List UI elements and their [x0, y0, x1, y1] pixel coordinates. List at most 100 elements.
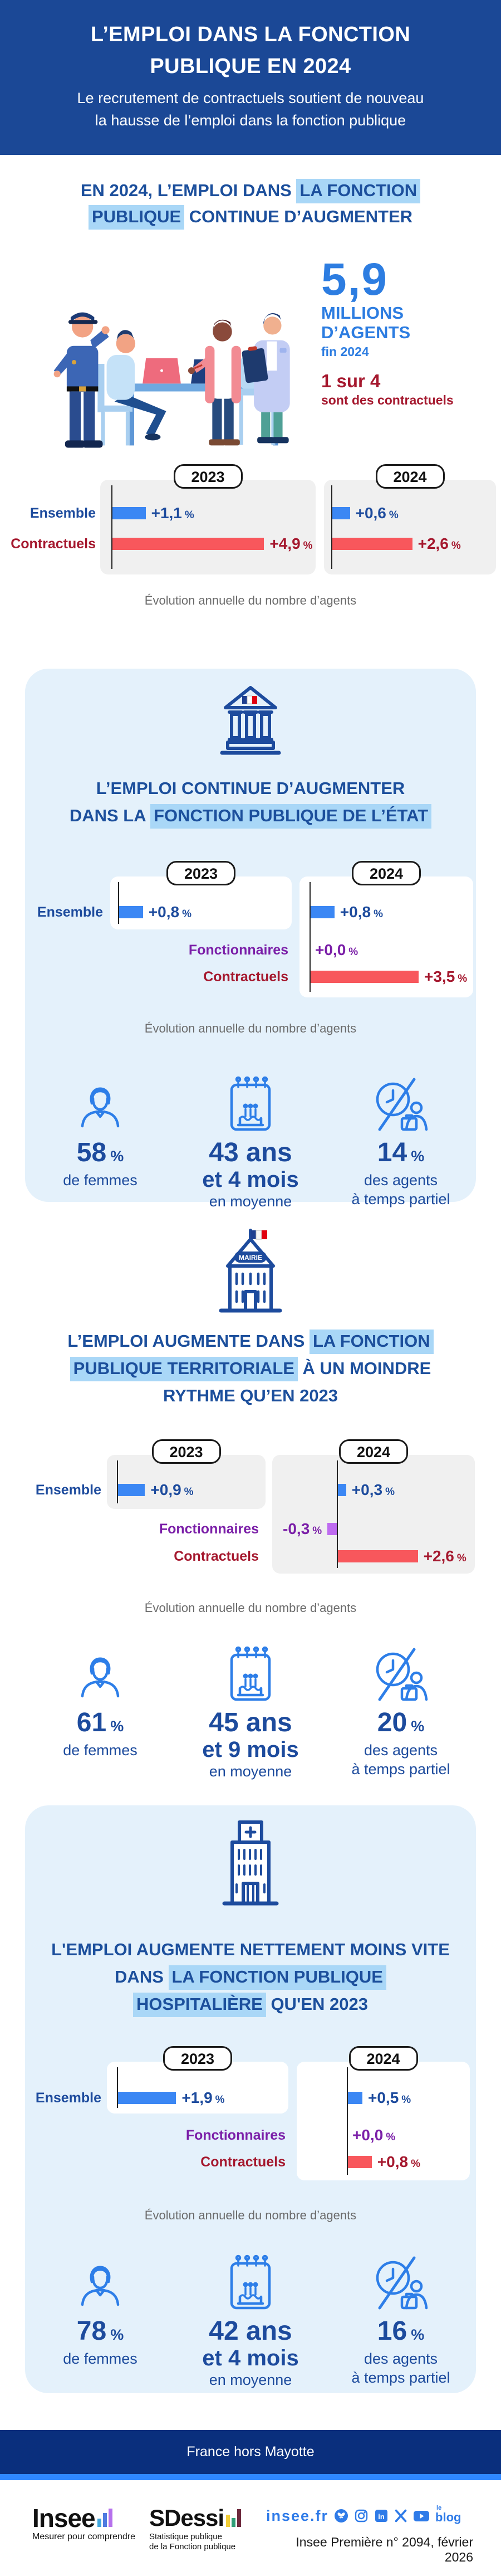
plain-text: L’EMPLOI AUGMENTE DANS	[67, 1331, 310, 1351]
plain-text: CONTINUE D’AUGMENTER	[184, 207, 413, 226]
year-pill-2023: 2023	[151, 1439, 221, 1464]
plain-text: DANS LA	[69, 806, 151, 825]
bar-contractuels	[331, 538, 412, 550]
row-label-ensemble: Ensemble	[35, 2090, 101, 2106]
row-label-ensemble: Ensemble	[35, 1482, 101, 1498]
chart-caption: Évolution annuelle du nombre d’agents	[144, 2208, 357, 2222]
bar-value-ensemble: +0,8%	[340, 903, 383, 921]
stat-item: 42 ans et 4 mois en moyenne	[175, 2251, 326, 2389]
bar-contractuels	[111, 538, 264, 550]
birthday-calendar-icon	[175, 1073, 326, 1133]
highlighted-text: FONCTION PUBLIQUE DE L’ÉTAT	[150, 804, 432, 829]
chart-panel-2023	[107, 1455, 266, 1509]
contractuels-ratio-sub: sont des contractuels	[321, 393, 454, 407]
stat-label: des agents	[364, 2350, 438, 2367]
year-pill-2023: 2023	[173, 464, 243, 489]
sdessi-logo: SDessi Statistique publique de la Foncti…	[149, 2506, 243, 2552]
chart-axis	[117, 1460, 118, 1503]
bar-ensemble	[111, 507, 146, 519]
highlighted-text: LA FONCTION PUBLIQUE	[168, 1965, 386, 1990]
page-subtitle-line2: la hausse de l’emploi dans la fonction p…	[95, 112, 406, 129]
agents-count: 5,9	[321, 254, 388, 305]
row-label-contractuels: Contractuels	[11, 536, 96, 552]
sdessi-logo-bars	[226, 2509, 242, 2527]
stat-item: 58% de femmes	[25, 1073, 175, 1211]
insee-logo-text: Insee	[32, 2504, 96, 2533]
bar-contractuels	[347, 2156, 372, 2168]
bar-ensemble	[310, 906, 335, 918]
row-label-ensemble: Ensemble	[37, 904, 103, 920]
bar-value-contractuels: +2,6%	[423, 1547, 466, 1565]
bar-value-ensemble: +1,9%	[181, 2089, 225, 2106]
stat-label: à temps partiel	[351, 1761, 450, 1778]
instagram-icon[interactable]	[354, 2509, 369, 2523]
bar-value-ensemble: +1,1%	[151, 504, 194, 522]
year-pill-2024: 2024	[348, 2046, 418, 2071]
stat-value-line2: et 4 mois	[202, 1167, 299, 1192]
fpe-title: L’EMPLOI CONTINUE D’AUGMENTER DANS LA FO…	[0, 775, 501, 829]
youtube-icon[interactable]	[413, 2509, 430, 2523]
intro-heading: EN 2024, L’EMPLOI DANS LA FONCTION PUBLI…	[0, 177, 501, 230]
svg-text:in: in	[378, 2512, 385, 2521]
bar-value-contractuels: +4,9%	[269, 535, 313, 552]
stat-value: 78%	[76, 2316, 124, 2346]
blog-word: blog	[435, 2510, 461, 2524]
bar-value-ensemble: +0,5%	[368, 2089, 411, 2106]
contractuels-ratio: 1 sur 4	[321, 371, 381, 391]
header: L’EMPLOI DANS LA FONCTION PUBLIQUE EN 20…	[0, 0, 501, 155]
bar-ensemble	[118, 906, 143, 918]
insee-logo-bars	[97, 2509, 112, 2527]
stat-label: de femmes	[63, 1742, 137, 1759]
row-label-ensemble: Ensemble	[30, 505, 96, 521]
agents-illustration	[16, 262, 308, 465]
highlighted-text: PUBLIQUE	[88, 205, 185, 230]
chart-axis	[310, 882, 311, 992]
stat-value: 14%	[377, 1138, 425, 1167]
stat-item: 20% des agents à temps partiel	[326, 1643, 476, 1781]
scope-note: France hors Mayotte	[186, 2444, 315, 2460]
fph-title: L'EMPLOI AUGMENTE NETTEMENT MOINS VITE D…	[0, 1936, 501, 2018]
insee-fr-link[interactable]: insee.fr	[266, 2507, 329, 2524]
x-icon[interactable]	[394, 2509, 407, 2523]
chart-fpe: 2023 +0,8% Ensemble 2024 +0,8% +0,0% Fonctionn…	[0, 861, 501, 1045]
blog-link[interactable]: le blog	[435, 2505, 461, 2525]
fpt-title-line2: PUBLIQUE TERRITORIALE À UN MOINDRE	[0, 1355, 501, 1382]
woman-icon	[25, 1643, 175, 1703]
part-time-icon	[326, 2251, 476, 2311]
bar-value-contractuels: +2,6%	[418, 535, 461, 552]
stat-label: en moyenne	[209, 2372, 292, 2388]
linkedin-icon[interactable]: in	[374, 2509, 389, 2523]
page-subtitle-line1: Le recrutement de contractuels soutient …	[77, 90, 424, 106]
stat-value: 58%	[76, 1138, 124, 1167]
stat-item: 43 ans et 4 mois en moyenne	[175, 1073, 326, 1211]
stat-value: 42 ans	[209, 2316, 292, 2346]
sdessi-tagline-line1: Statistique publique	[149, 2532, 222, 2541]
plain-text: RYTHME QU’EN 2023	[163, 1386, 338, 1405]
stat-label: des agents	[364, 1742, 438, 1759]
chart-axis	[331, 485, 332, 569]
fph-title-line2: DANS LA FONCTION PUBLIQUE	[0, 1963, 501, 1990]
bar-ensemble	[117, 1484, 145, 1496]
fpt-title-line1: L’EMPLOI AUGMENTE DANS LA FONCTION	[0, 1327, 501, 1355]
mairie-label: MAIRIE	[239, 1254, 262, 1262]
page-subtitle: Le recrutement de contractuels soutient …	[0, 87, 501, 132]
bar-value-fonctionnaires: -0,3%	[283, 1520, 322, 1537]
birthday-calendar-icon	[175, 2251, 326, 2311]
agents-count-label1: MILLIONS	[321, 303, 404, 323]
bluesky-icon[interactable]	[334, 2509, 348, 2523]
stat-item: 61% de femmes	[25, 1643, 175, 1781]
fph-title-line1: L'EMPLOI AUGMENTE NETTEMENT MOINS VITE	[0, 1936, 501, 1963]
bar-ensemble	[331, 507, 350, 519]
stat-value: 45 ans	[209, 1708, 292, 1737]
chart-axis	[347, 2067, 348, 2175]
bar-ensemble	[117, 2092, 176, 2104]
chart-fph: 2023 +1,9% Ensemble 2024 +0,5% +0,0% Fonctionn…	[0, 2046, 501, 2230]
year-pill-2024: 2024	[339, 1439, 408, 1464]
agents-count-label2: D’AGENTS	[321, 323, 411, 342]
bar-fonctionnaires	[327, 1523, 337, 1535]
blog-le: le	[436, 2505, 442, 2511]
row-label-fonctionnaires: Fonctionnaires	[188, 942, 288, 958]
highlighted-text: LA FONCTION	[296, 179, 421, 203]
year-pill-2023: 2023	[166, 861, 235, 885]
bar-value-fonctionnaires: +0,0%	[315, 941, 358, 958]
